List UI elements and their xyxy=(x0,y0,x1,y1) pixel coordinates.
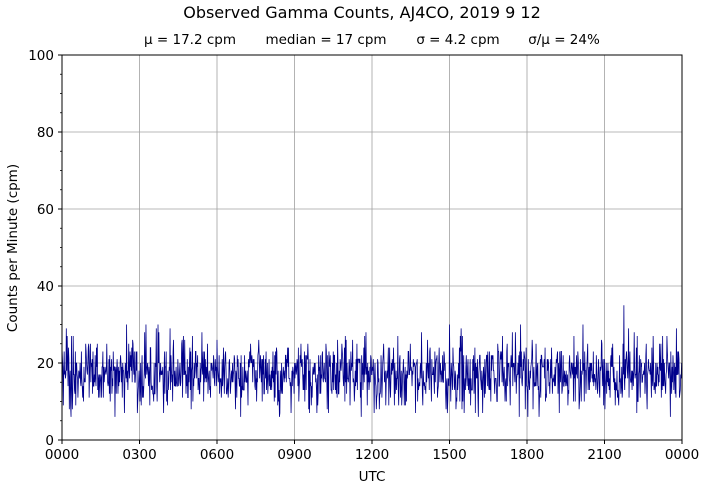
stat-mean: μ = 17.2 cpm xyxy=(144,32,236,48)
x-tick-label: 0300 xyxy=(122,447,156,463)
x-tick-label: 0000 xyxy=(665,447,699,463)
series-gamma-counts xyxy=(61,305,683,417)
x-tick-label: 1800 xyxy=(510,447,544,463)
y-axis: 0 20 40 60 80 100 xyxy=(28,48,62,449)
x-tick-label: 0600 xyxy=(200,447,234,463)
stat-median: median = 17 cpm xyxy=(265,32,386,48)
chart-title: Observed Gamma Counts, AJ4CO, 2019 9 12 xyxy=(183,3,541,22)
y-tick-label: 0 xyxy=(45,433,54,449)
x-tick-label: 2100 xyxy=(587,447,621,463)
stat-cv: σ/μ = 24% xyxy=(528,32,600,48)
x-tick-label: 0900 xyxy=(277,447,311,463)
x-axis-label: UTC xyxy=(359,469,386,485)
y-tick-label: 100 xyxy=(28,48,54,64)
y-tick-label: 80 xyxy=(37,125,54,141)
x-tick-label: 1200 xyxy=(355,447,389,463)
grid xyxy=(61,54,683,441)
y-tick-label: 40 xyxy=(37,279,54,295)
y-tick-label: 60 xyxy=(37,202,54,218)
x-tick-label: 1500 xyxy=(432,447,466,463)
x-axis: 0000 0300 0600 0900 1200 1500 1800 2100 0000 xyxy=(45,440,699,463)
stat-sigma: σ = 4.2 cpm xyxy=(416,32,499,48)
x-tick-label: 0000 xyxy=(45,447,79,463)
y-tick-label: 20 xyxy=(37,356,54,372)
y-axis-label: Counts per Minute (cpm) xyxy=(5,164,21,332)
series-line xyxy=(61,305,683,417)
